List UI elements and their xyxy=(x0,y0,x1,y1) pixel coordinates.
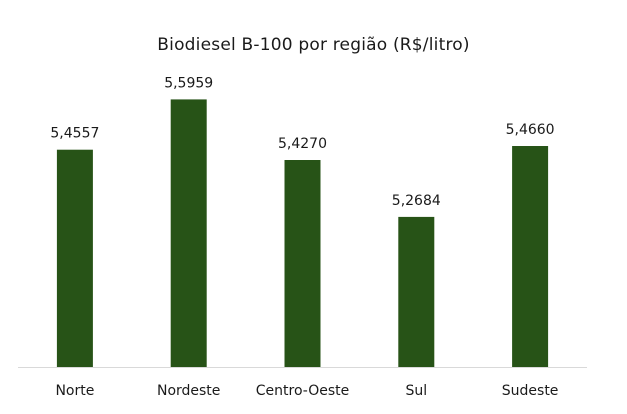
bar-sudeste xyxy=(512,146,549,367)
data-label: 5,4557 xyxy=(50,126,99,142)
x-tick-label: Nordeste xyxy=(157,383,220,399)
bar-centro-oeste xyxy=(284,160,321,367)
bar-sul xyxy=(398,216,435,367)
data-labels-group: 5,4557 5,5959 5,4270 5,2684 5,4660 xyxy=(50,75,554,208)
x-tick-label: Sul xyxy=(405,383,427,399)
bar-norte xyxy=(56,149,93,367)
chart-title: Biodiesel B-100 por região (R$/litro) xyxy=(157,35,470,55)
x-tick-label: Centro-Oeste xyxy=(256,383,350,399)
data-label: 5,2684 xyxy=(392,193,441,209)
x-tick-label: Sudeste xyxy=(502,383,559,399)
x-tick-labels-group: Norte Nordeste Centro-Oeste Sul Sudeste xyxy=(55,383,558,399)
data-label: 5,5959 xyxy=(164,75,213,91)
data-label: 5,4660 xyxy=(506,122,555,138)
bars-group xyxy=(56,99,549,367)
x-tick-label: Norte xyxy=(55,383,94,399)
bar-nordeste xyxy=(170,99,207,367)
data-label: 5,4270 xyxy=(278,136,327,152)
